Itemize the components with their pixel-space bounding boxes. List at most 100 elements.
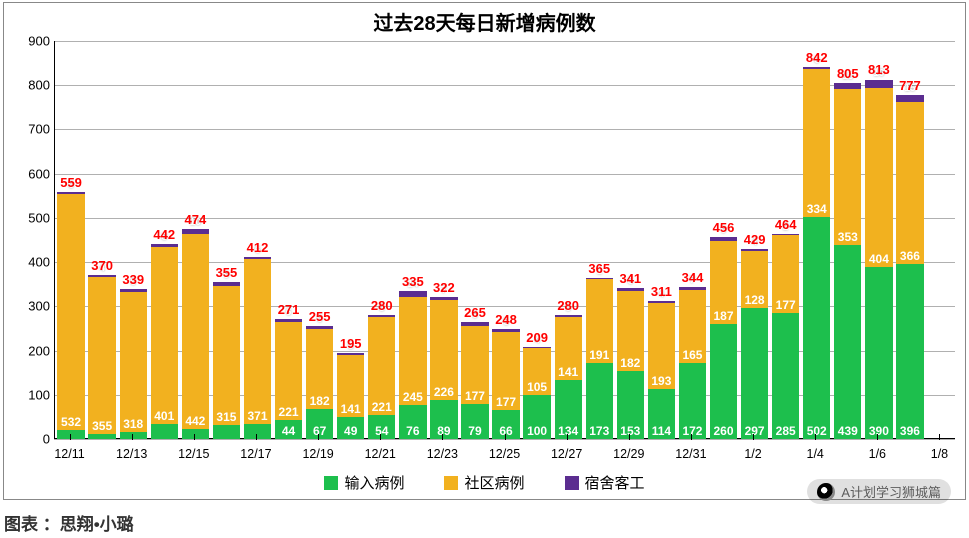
bar-total-label: 474 [182, 213, 209, 226]
bar-segment: 35 [244, 424, 271, 439]
bar-segment: 221 [275, 322, 302, 420]
legend-item-dorm: 宿舍客工 [565, 472, 645, 493]
bar-total-label: 209 [523, 331, 550, 344]
bar-total-label: 280 [368, 299, 395, 312]
bar-total-label: 271 [275, 303, 302, 316]
bar-segment: 318 [120, 292, 147, 433]
legend-label-imported: 输入病例 [344, 472, 404, 493]
bar-total-label: 842 [803, 51, 830, 64]
bar-segment: 390 [865, 267, 892, 439]
source-credit: 图表 ：思翔•小璐 [4, 510, 134, 535]
bar-segment: 260 [710, 324, 737, 439]
ytick-label: 300 [4, 299, 50, 314]
bar-total-label: 335 [399, 275, 426, 288]
xtick-label: 12/17 [240, 447, 271, 461]
bar-value-label: 44 [275, 425, 302, 437]
bar-total-label: 344 [679, 271, 706, 284]
bar-segment: 9 [461, 322, 488, 326]
bar-segment: 182 [306, 329, 333, 409]
bar-total-label: 464 [772, 218, 799, 231]
bar-value-label: 89 [430, 425, 457, 437]
bar-segment: 532 [57, 194, 84, 429]
legend-swatch-community [444, 476, 458, 490]
bar-segment: 297 [741, 308, 768, 439]
bar-segment: 153 [617, 371, 644, 439]
xtick-mark [939, 434, 940, 440]
bar-segment: 44 [275, 420, 302, 439]
bar-total-label: 255 [306, 310, 333, 323]
bar-segment: 4 [648, 301, 675, 303]
legend-label-community: 社区病例 [464, 472, 524, 493]
bar-value-label: 54 [368, 425, 395, 437]
bar-total-label: 195 [337, 337, 364, 350]
xtick-label: 1/8 [931, 447, 948, 461]
bar-segment: 54 [368, 415, 395, 439]
bar-value-label: 49 [337, 425, 364, 437]
bar-segment: 177 [461, 326, 488, 404]
bar-segment: 2 [772, 234, 799, 235]
bar-segment: 5 [492, 329, 519, 331]
xtick-label: 12/25 [489, 447, 520, 461]
bar-segment: 9 [213, 282, 240, 286]
bar-total-label: 813 [865, 63, 892, 76]
bar-value-label: 165 [679, 349, 706, 361]
xtick-label: 12/19 [302, 447, 333, 461]
bar-value-label: 128 [741, 294, 768, 306]
xtick-label: 1/4 [806, 447, 823, 461]
bar-value-label: 297 [741, 425, 768, 437]
bar-segment: 4 [741, 249, 768, 251]
bar-value-label: 79 [461, 425, 488, 437]
xtick-mark [70, 434, 71, 440]
xtick-mark [442, 434, 443, 440]
bar-total-label: 341 [617, 272, 644, 285]
bar-value-label: 260 [710, 425, 737, 437]
bar-value-label: 371 [244, 410, 271, 422]
bar-value-label: 193 [648, 375, 675, 387]
bar-segment: 285 [772, 313, 799, 439]
xtick-mark [753, 434, 754, 440]
chart-frame: 过去28天每日新增病例数 215326559113554370153186339… [3, 2, 966, 500]
xtick-label: 12/21 [365, 447, 396, 461]
bar-segment: 366 [896, 102, 923, 264]
bar-value-label: 318 [120, 418, 147, 430]
bar-segment: 6 [244, 257, 271, 260]
bar-segment: 33 [151, 424, 178, 439]
xtick-label: 12/13 [116, 447, 147, 461]
bar-segment: 442 [182, 234, 209, 429]
chart-title: 过去28天每日新增病例数 [4, 3, 965, 36]
ytick-label: 500 [4, 210, 50, 225]
xtick-mark [815, 434, 816, 440]
ytick-label: 600 [4, 166, 50, 181]
bar-segment: 404 [865, 88, 892, 267]
xtick-label: 12/27 [551, 447, 582, 461]
bar-total-label: 456 [710, 221, 737, 234]
bar-value-label: 177 [772, 299, 799, 311]
bar-total-label: 322 [430, 281, 457, 294]
bar-segment: 21 [57, 430, 84, 439]
bar-segment: 7 [679, 287, 706, 290]
bar-value-label: 114 [648, 425, 675, 437]
xtick-mark [877, 434, 878, 440]
bar-segment: 182 [617, 291, 644, 371]
bar-value-label: 396 [896, 425, 923, 437]
bar-value-label: 76 [399, 425, 426, 437]
bar-segment: 79 [461, 404, 488, 439]
bar-value-label: 502 [803, 425, 830, 437]
bar-value-label: 105 [523, 381, 550, 393]
bar-segment: 19 [865, 80, 892, 88]
bar-segment: 100 [523, 395, 550, 439]
bar-segment: 226 [430, 300, 457, 400]
bar-segment: 355 [88, 277, 115, 434]
bar-segment: 141 [337, 355, 364, 417]
bar-segment: 371 [244, 259, 271, 423]
bar-segment: 6 [57, 192, 84, 195]
bar-total-label: 805 [834, 67, 861, 80]
xtick-mark [318, 434, 319, 440]
bar-segment: 14 [399, 291, 426, 297]
bar-value-label: 221 [368, 401, 395, 413]
bar-segment: 6 [803, 67, 830, 70]
bar-segment: 4 [88, 275, 115, 277]
bar-segment: 10 [182, 229, 209, 233]
bar-segment: 191 [586, 278, 613, 362]
legend-swatch-dorm [565, 476, 579, 490]
